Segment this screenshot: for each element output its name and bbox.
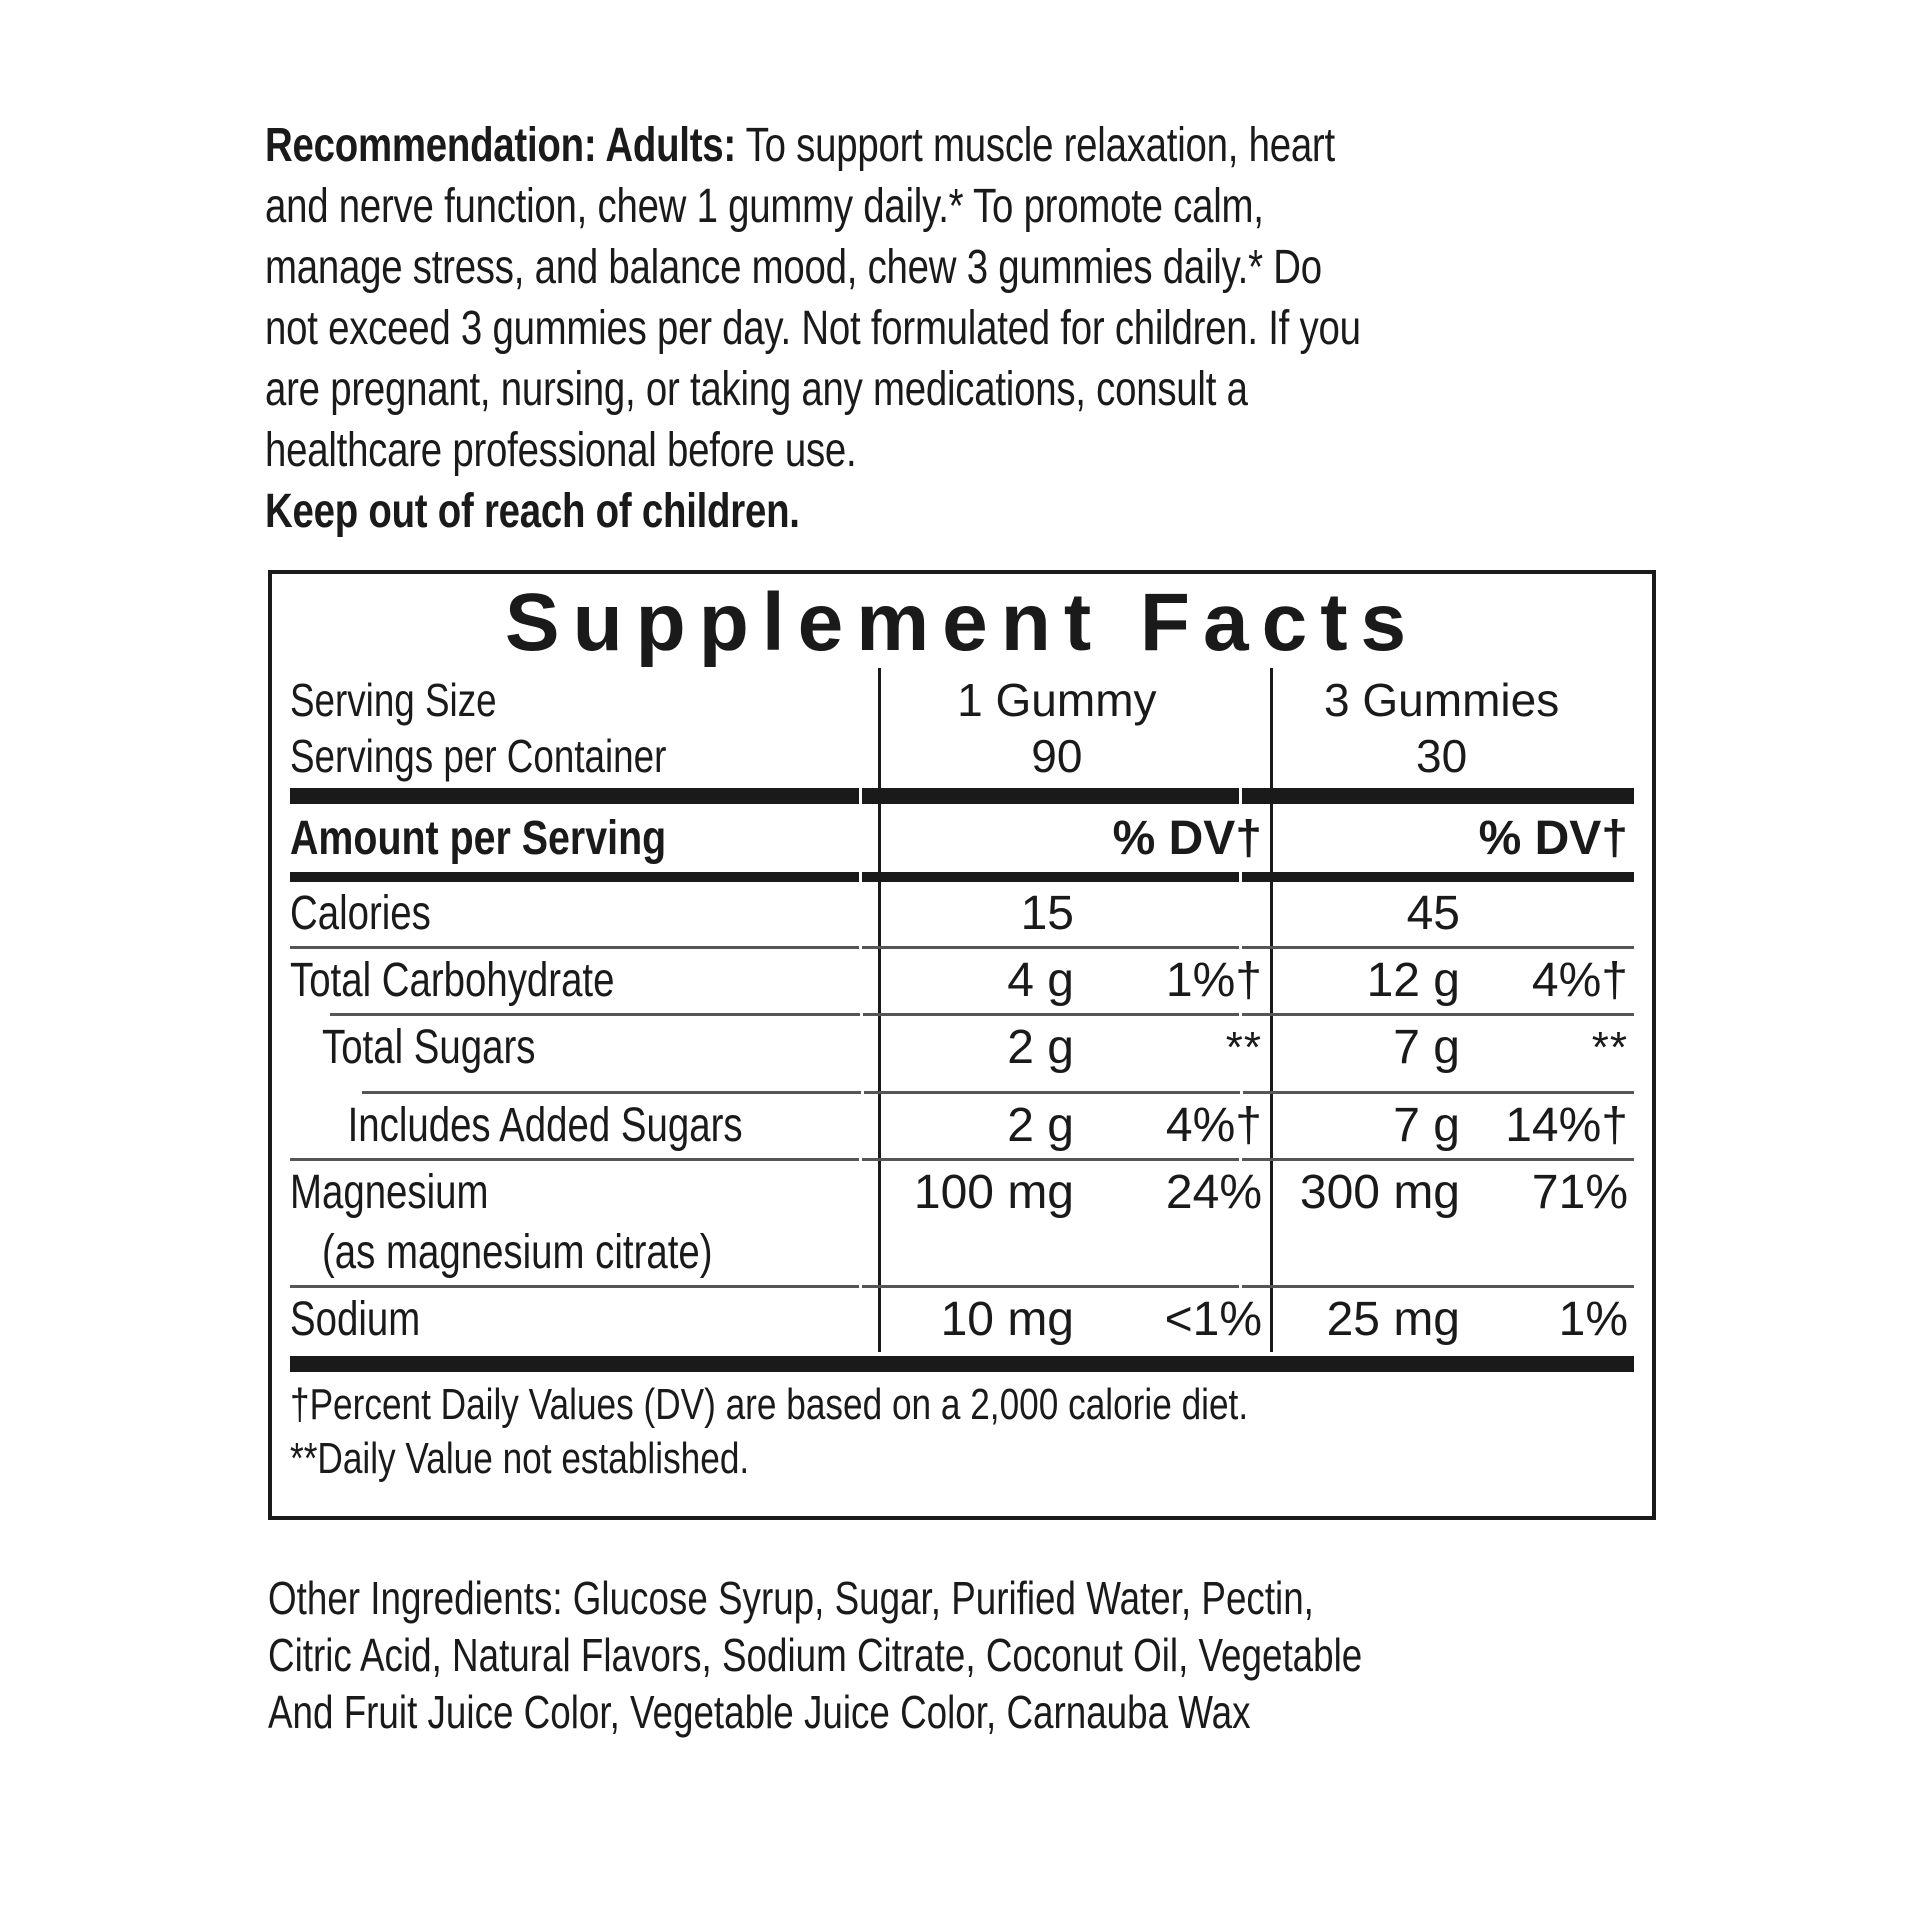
nutrient-amount-col2: 45 xyxy=(1406,887,1460,940)
recommendation-heading: Recommendation: Adults: xyxy=(265,119,736,172)
column-divider-2 xyxy=(1270,882,1273,946)
recommendation-body: To support muscle relaxation, heart and … xyxy=(265,119,1361,477)
serving-size-col1-value: 1 Gummy xyxy=(957,674,1157,726)
column-divider-2 xyxy=(1270,1094,1273,1158)
serving-size-label: Serving Size xyxy=(290,674,497,726)
nutrient-row: Includes Added Sugars 2 g 4%† 7 g 14%† xyxy=(290,1094,1634,1158)
nutrient-amount-col1: 4 g xyxy=(1007,954,1074,1007)
nutrient-amount-col2: 7 g xyxy=(1393,1099,1460,1152)
nutrient-amount-col2: 12 g xyxy=(1366,954,1460,1007)
nutrient-source: (as magnesium citrate) xyxy=(322,1226,713,1279)
nutrient-row: Calories 15 45 xyxy=(290,882,1634,946)
nutrient-name: Total Carbohydrate xyxy=(290,954,615,1007)
column-divider-2 xyxy=(1270,1016,1273,1091)
nutrient-dv-col2: ** xyxy=(1591,1023,1628,1072)
nutrient-dv-col1: 24% xyxy=(1165,1166,1262,1219)
nutrient-amount-col1: 15 xyxy=(1020,887,1074,940)
column-divider-1 xyxy=(878,804,881,872)
nutrient-amount-col1: 100 mg xyxy=(913,1166,1074,1219)
column-divider-2 xyxy=(1270,1288,1273,1352)
servings-per-container-col1-value: 90 xyxy=(1031,730,1083,782)
nutrient-amount-col2: 7 g xyxy=(1393,1021,1460,1074)
servings-per-container-label: Servings per Container xyxy=(290,730,667,782)
row-separator xyxy=(290,1013,1634,1016)
column-divider-2 xyxy=(1270,949,1273,1013)
nutrient-dv-col2: 4%† xyxy=(1531,954,1628,1007)
column-divider-1 xyxy=(878,949,881,1013)
rule-heavy-bottom xyxy=(290,1356,1634,1372)
recommendation-paragraph: Recommendation: Adults: To support muscl… xyxy=(265,115,1361,542)
other-ingredients-paragraph: Other Ingredients: Glucose Syrup, Sugar,… xyxy=(268,1570,1388,1741)
supplement-facts-title: Supplement Facts xyxy=(504,577,1420,668)
nutrient-dv-col1: <1% xyxy=(1164,1293,1262,1346)
nutrient-dv-col1 xyxy=(1074,884,1270,944)
column-divider-1 xyxy=(878,1094,881,1158)
row-separator xyxy=(290,1285,1634,1288)
nutrient-row: Total Carbohydrate 4 g 1%† 12 g 4%† xyxy=(290,949,1634,1013)
column-divider-2 xyxy=(1270,668,1273,788)
nutrient-dv-col2: 1% xyxy=(1558,1293,1628,1346)
nutrient-row: Sodium 10 mg <1% 25 mg 1% xyxy=(290,1288,1634,1352)
nutrient-amount-col2: 300 mg xyxy=(1299,1166,1460,1219)
nutrient-amount-col2: 25 mg xyxy=(1326,1293,1460,1346)
column-divider-1 xyxy=(878,882,881,946)
column-divider-1 xyxy=(878,1016,881,1091)
supplement-facts-panel: Supplement Facts Serving Size Servings p… xyxy=(268,570,1656,1520)
rule-medium-under-header xyxy=(290,872,1634,882)
nutrient-row: Magnesium (as magnesium citrate) 100 mg 24%… xyxy=(290,1161,1634,1285)
keep-out-of-reach-warning: Keep out of reach of children. xyxy=(265,485,800,538)
serving-size-col2-value: 3 Gummies xyxy=(1324,674,1560,726)
column-divider-1 xyxy=(878,1161,881,1285)
nutrient-name: Includes Added Sugars xyxy=(347,1099,743,1152)
nutrient-dv-col1: ** xyxy=(1225,1023,1262,1072)
column-divider-2 xyxy=(1270,804,1273,872)
nutrient-rows: Calories 15 45 Total Carbohydrate 4 g 1%† 12 g… xyxy=(290,882,1635,1352)
amount-per-serving-label: Amount per Serving xyxy=(290,812,667,865)
nutrient-name: Calories xyxy=(290,887,431,940)
amount-per-serving-header: Amount per Serving % DV† % DV† xyxy=(290,804,1634,872)
rule-heavy-top xyxy=(290,788,1634,804)
serving-info-block: Serving Size Servings per Container 1 Gu… xyxy=(290,668,1634,788)
nutrient-dv-col1: 4%† xyxy=(1165,1099,1262,1152)
nutrient-amount-col1: 2 g xyxy=(1007,1021,1074,1074)
nutrient-dv-col1: 1%† xyxy=(1165,954,1262,1007)
percent-dv-header-col1: % DV† xyxy=(1112,812,1262,865)
footnote-daily-values: †Percent Daily Values (DV) are based on … xyxy=(290,1380,1249,1429)
percent-dv-header-col2: % DV† xyxy=(1478,812,1628,865)
column-divider-1 xyxy=(878,668,881,788)
nutrient-name: Sodium xyxy=(290,1293,421,1346)
servings-per-container-col2-value: 30 xyxy=(1416,730,1468,782)
row-separator xyxy=(290,946,1634,949)
nutrient-dv-col2: 14%† xyxy=(1505,1099,1628,1152)
nutrient-name: Total Sugars xyxy=(322,1021,536,1074)
row-separator xyxy=(290,1158,1634,1161)
nutrient-name: Magnesium (as magnesium citrate) xyxy=(290,1163,878,1283)
nutrient-amount-col1: 10 mg xyxy=(940,1293,1074,1346)
other-ingredients-text: Glucose Syrup, Sugar, Purified Water, Pe… xyxy=(268,1572,1363,1738)
column-divider-1 xyxy=(878,1288,881,1352)
nutrient-row: Total Sugars 2 g ** 7 g ** xyxy=(290,1016,1634,1091)
footnotes: †Percent Daily Values (DV) are based on … xyxy=(290,1372,1634,1516)
other-ingredients-label: Other Ingredients: xyxy=(268,1572,563,1624)
nutrient-amount-col1: 2 g xyxy=(1007,1099,1074,1152)
row-separator xyxy=(290,1091,1635,1094)
nutrient-dv-col2: 71% xyxy=(1531,1166,1628,1219)
column-divider-2 xyxy=(1270,1161,1273,1285)
nutrient-dv-col2 xyxy=(1460,884,1634,944)
footnote-dv-not-established: **Daily Value not established. xyxy=(290,1434,750,1483)
